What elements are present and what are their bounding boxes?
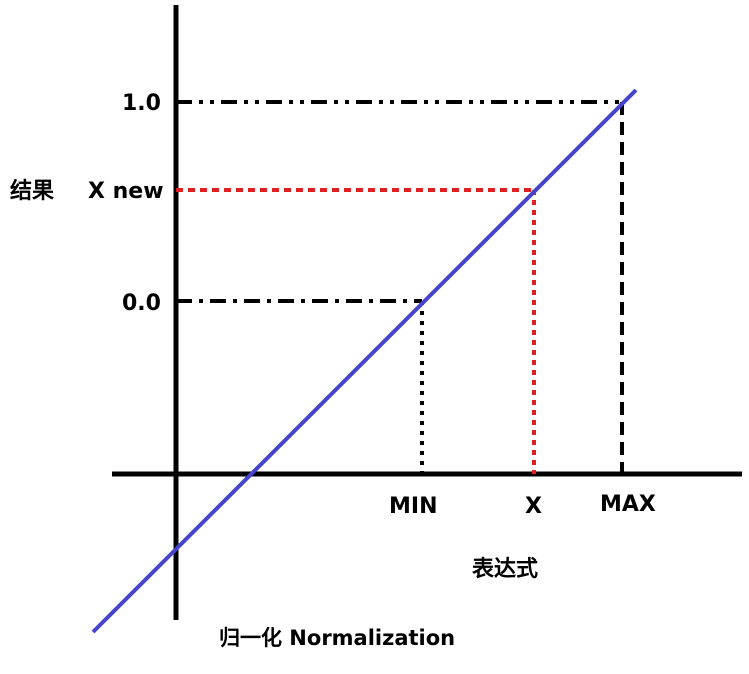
label-x: X (525, 494, 542, 519)
label-one: 1.0 (122, 91, 161, 116)
x-axis-title: 表达式 (472, 557, 538, 582)
label-zero: 0.0 (122, 291, 161, 316)
label-x-new: X new (88, 179, 164, 204)
diagram-caption: 归一化 Normalization (219, 626, 455, 650)
label-min: MIN (389, 494, 438, 519)
label-max: MAX (600, 492, 656, 517)
normalization-line (91, 88, 638, 634)
y-axis-title: 结果 (10, 178, 54, 204)
